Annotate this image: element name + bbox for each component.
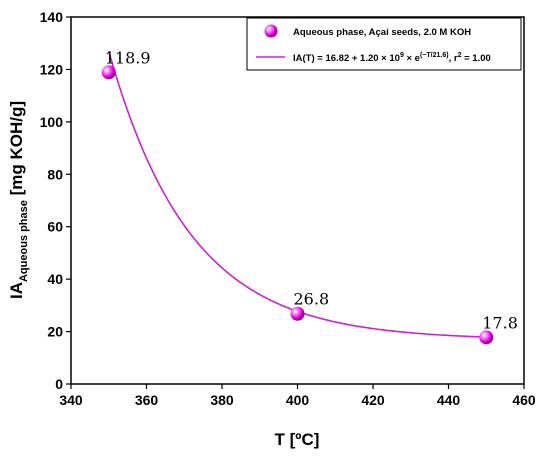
y-tick-label: 100 — [40, 114, 64, 130]
data-point — [290, 306, 305, 321]
x-tick-label: 360 — [135, 392, 159, 408]
legend-fit-pow10: 9 — [400, 52, 404, 59]
plot-area — [70, 16, 525, 385]
x-axis: 340 360 380 400 420 440 460 — [59, 384, 536, 408]
x-tick-label: 420 — [361, 392, 385, 408]
legend-box — [246, 17, 522, 71]
x-axis-title: T [ºC] — [275, 430, 320, 449]
y-tick-label: 120 — [40, 61, 64, 77]
legend-fit-end: = 1.00 — [461, 53, 490, 64]
legend-marker-icon — [264, 24, 278, 38]
y-axis-title-subscript: Aqueous phase — [18, 200, 30, 282]
y-tick-label: 0 — [55, 376, 63, 392]
y-axis-title-main: IA — [7, 282, 26, 299]
legend: Aqueous phase, Açai seeds, 2.0 M KOH IA(… — [246, 17, 522, 71]
legend-fit-label: IA(T) = 16.82 + 1.20 × 109 × e(−T/21.6),… — [293, 52, 491, 64]
y-tick-label: 60 — [47, 219, 63, 235]
y-tick-label: 140 — [40, 9, 64, 25]
y-tick-label: 80 — [47, 166, 63, 182]
legend-scatter-label: Aqueous phase, Açai seeds, 2.0 M KOH — [293, 27, 471, 38]
y-axis-title-unit: [mg KOH/g] — [7, 101, 26, 200]
legend-fit-r-sup: 2 — [458, 52, 462, 59]
data-label: 118.9 — [105, 48, 151, 67]
data-label: 26.8 — [294, 290, 330, 309]
x-tick-label: 380 — [210, 392, 234, 408]
y-tick-label: 40 — [47, 271, 63, 287]
legend-fit-r: , r — [449, 53, 458, 64]
x-tick-label: 440 — [437, 392, 461, 408]
data-points: 118.9 26.8 17.8 — [101, 48, 518, 345]
data-point — [101, 65, 116, 80]
x-tick-label: 460 — [512, 392, 536, 408]
x-tick-label: 340 — [59, 392, 83, 408]
y-tick-label: 20 — [47, 324, 63, 340]
data-point — [479, 330, 494, 345]
plot-frame — [70, 16, 525, 385]
legend-fit-exp: (−T/21.6) — [420, 52, 449, 59]
legend-fit-mid: × e — [404, 53, 420, 64]
x-tick-label: 400 — [286, 392, 310, 408]
legend-fit-prefix: IA(T) = 16.82 + 1.20 × 10 — [293, 53, 400, 64]
y-axis-title: IAAqueous phase [mg KOH/g] — [7, 101, 30, 299]
data-label: 17.8 — [482, 313, 518, 332]
y-axis: 0 20 40 60 80 100 120 140 — [40, 9, 71, 392]
